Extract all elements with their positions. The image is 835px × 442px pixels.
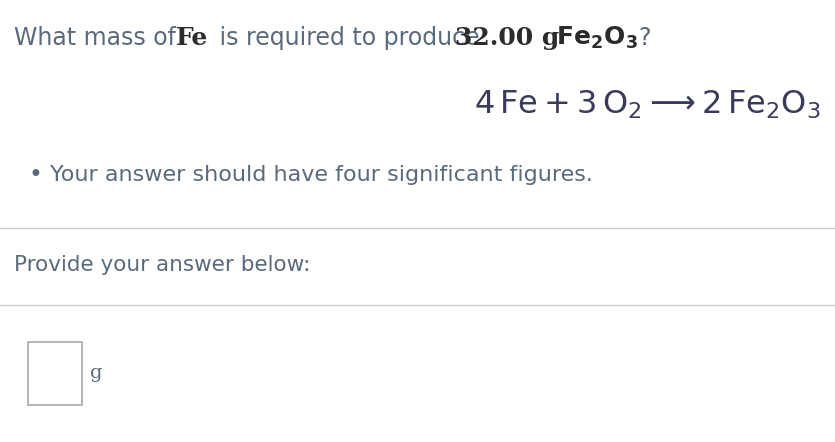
Bar bbox=[28, 342, 82, 405]
Text: g: g bbox=[90, 365, 103, 382]
Text: Fe: Fe bbox=[176, 26, 209, 50]
Text: Your answer should have four significant figures.: Your answer should have four significant… bbox=[50, 165, 593, 185]
Text: ?: ? bbox=[638, 26, 650, 50]
Text: Provide your answer below:: Provide your answer below: bbox=[14, 255, 311, 275]
Text: is required to produce: is required to produce bbox=[212, 26, 487, 50]
Text: 32.00 g: 32.00 g bbox=[455, 26, 559, 50]
Text: What mass of: What mass of bbox=[14, 26, 184, 50]
Text: $\mathbf{Fe_2O_3}$: $\mathbf{Fe_2O_3}$ bbox=[548, 25, 638, 51]
Text: •: • bbox=[28, 163, 42, 187]
Text: $4\,\mathrm{Fe} + 3\,\mathrm{O_2} \longrightarrow 2\,\mathrm{Fe_2O_3}$: $4\,\mathrm{Fe} + 3\,\mathrm{O_2} \longr… bbox=[473, 89, 820, 121]
